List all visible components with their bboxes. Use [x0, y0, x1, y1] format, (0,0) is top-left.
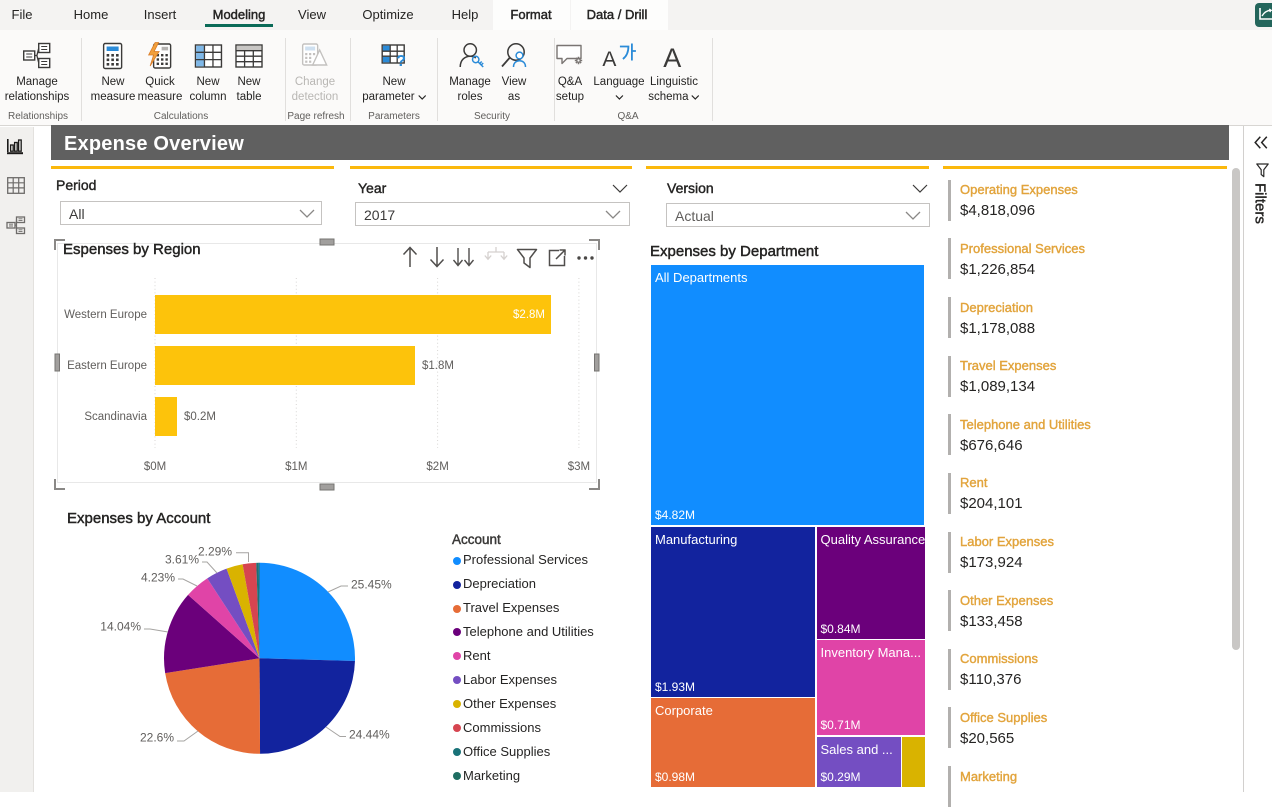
svg-text:$2M: $2M: [426, 461, 448, 473]
svg-text:Western Europe: Western Europe: [64, 309, 147, 321]
svg-text:3.61%: 3.61%: [165, 553, 199, 567]
svg-text:22.6%: 22.6%: [140, 731, 174, 745]
svg-text:4.23%: 4.23%: [141, 571, 175, 585]
svg-text:14.04%: 14.04%: [100, 620, 141, 634]
svg-text:$0M: $0M: [144, 461, 166, 473]
svg-text:Eastern Europe: Eastern Europe: [67, 360, 147, 372]
svg-text:25.45%: 25.45%: [351, 578, 392, 592]
svg-text:?: ?: [396, 53, 406, 70]
svg-text:Scandinavia: Scandinavia: [84, 411, 147, 423]
svg-text:24.44%: 24.44%: [349, 728, 390, 742]
svg-text:$1.8M: $1.8M: [422, 360, 454, 372]
svg-text:A: A: [602, 48, 616, 70]
svg-text:A: A: [663, 43, 681, 70]
svg-text:$2.8M: $2.8M: [513, 309, 545, 321]
svg-text:$0.2M: $0.2M: [184, 411, 216, 423]
svg-text:2.29%: 2.29%: [198, 545, 232, 559]
svg-text:$3M: $3M: [568, 461, 590, 473]
svg-text:$1M: $1M: [285, 461, 307, 473]
